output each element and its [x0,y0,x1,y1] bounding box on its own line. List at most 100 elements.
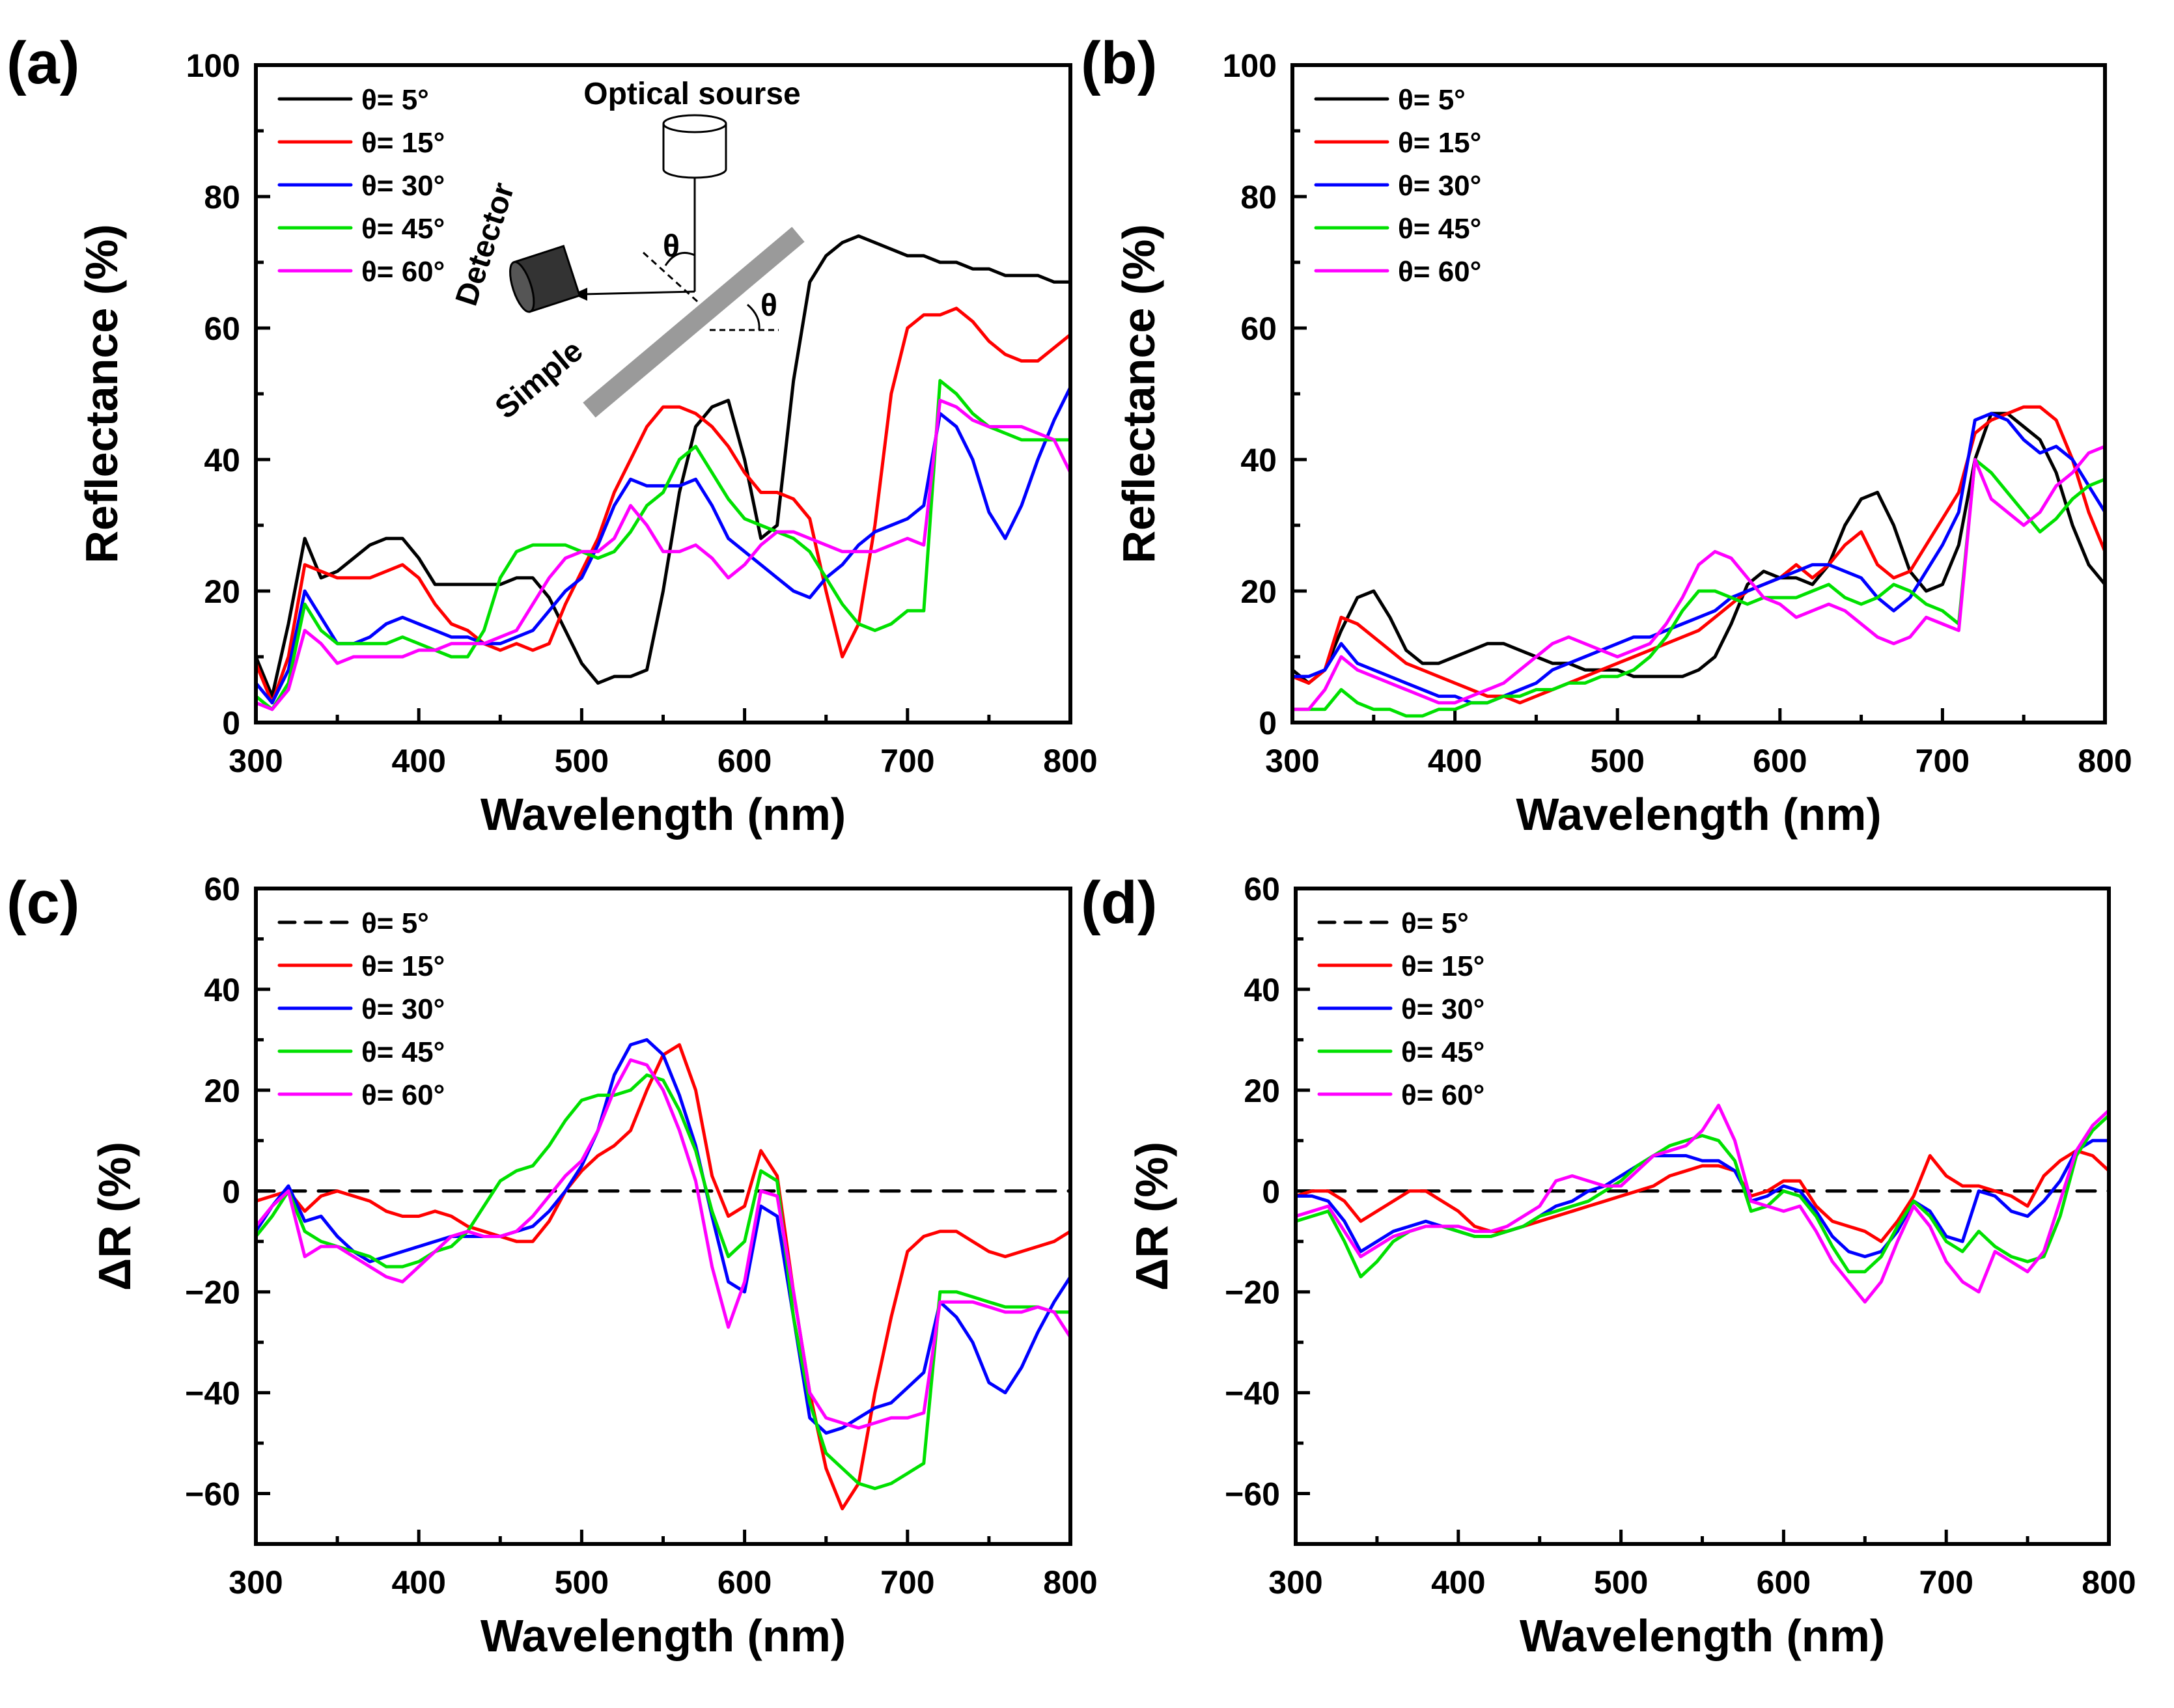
panel-b-x-tick-label: 800 [2078,743,2132,779]
panel-c-y-tick-label: −20 [185,1274,240,1311]
panel-b: (b) 300 400 500 600 700 800 0 20 40 60 80 100 Wavelen… [1081,30,2132,840]
panel-b-x-tick-label: 300 [1265,743,1319,779]
inset-schematic: Optical sourse θ θ Detector Simple [449,77,805,426]
sample-label: Simple [489,333,590,426]
panel-a-x-tick-label: 800 [1043,743,1097,779]
panel-a-y-tick-label: 80 [204,179,240,215]
panel-b-y-tick-label: 0 [1259,705,1277,741]
panel-d-x-tick-label: 400 [1431,1564,1485,1601]
panel-c-y-tick-label: 60 [204,871,240,907]
panel-d-x-tick-label: 500 [1594,1564,1648,1601]
theta-label: θ [760,288,777,323]
panel-a-series-line [256,398,1070,711]
panel-c-x-tick-label: 600 [718,1564,772,1601]
panel-d-y-tick-label: 0 [1262,1174,1280,1210]
panel-c-y-tick-label: 40 [204,972,240,1008]
panel-c-legend-label: θ= 60° [361,1079,445,1111]
panel-c-series-group [256,1038,1070,1511]
panel-d-y-tick-label: −20 [1225,1274,1280,1311]
panel-b-x-tick-label: 500 [1590,743,1644,779]
sample-plate [583,227,805,418]
panel-c-series-line [256,1058,1070,1430]
panel-c-series-line [256,1043,1070,1511]
panel-d-legend-label: θ= 15° [1401,950,1484,982]
panel-c-y-tick-label: 0 [222,1174,240,1210]
panel-d-y-tick-label: 60 [1244,871,1280,907]
panel-d-series-line [1296,1114,2109,1278]
panel-a-x-axis-title: Wavelength (nm) [481,789,846,840]
panel-d-series-line [1296,1103,2109,1304]
angle-arc [747,303,760,331]
detector-label: Detector [449,178,522,310]
panel-b-y-tick-label: 80 [1240,179,1277,215]
panel-b-label: (b) [1081,30,1157,96]
panel-a-series-line [256,234,1070,698]
panel-b-y-tick-label: 100 [1223,48,1277,84]
surface-normal [642,251,699,303]
panel-b-series-line [1292,458,2105,718]
panel-a: (a) 300 400 500 600 700 800 0 20 40 60 80 100 Wavelen… [7,30,1098,840]
panel-a-label: (a) [7,30,79,96]
panel-d-series-group [1296,1103,2109,1304]
panel-a-legend-label: θ= 15° [361,127,445,159]
panel-d-y-tick-label: −40 [1225,1375,1280,1412]
panel-b-y-tick-label: 20 [1240,573,1277,610]
optical-source-icon [662,124,727,179]
panel-c-legend-label: θ= 5° [361,907,429,939]
panel-c: (c) 300 400 500 600 700 800 −60 −40 −20 0 20 40 60 Wav… [7,870,1098,1661]
panel-a-legend-label: θ= 60° [361,256,445,288]
panel-b-y-tick-label: 60 [1240,310,1277,347]
panel-a-series-line [256,307,1070,705]
panel-b-legend-label: θ= 5° [1398,84,1466,116]
panel-a-x-tick-label: 400 [391,743,445,779]
panel-d-x-tick-label: 700 [1919,1564,1973,1601]
panel-c-y-axis-title: ΔR (%) [89,1142,140,1291]
panel-c-series-line [256,1073,1070,1491]
panel-d-y-tick-label: 20 [1244,1073,1280,1109]
panel-d-legend-label: θ= 60° [1401,1079,1484,1111]
panel-b-x-tick-label: 700 [1916,743,1970,779]
panel-a-frame [254,63,1072,724]
panel-a-legend-label: θ= 45° [361,213,445,245]
panel-d-y-tick-label: 40 [1244,972,1280,1008]
panel-a-series-group [256,234,1070,711]
panel-b-series-line [1292,445,2105,711]
panel-d-legend-label: θ= 45° [1401,1036,1484,1068]
panel-a-y-tick-label: 100 [186,48,240,84]
panel-b-legend-label: θ= 30° [1398,170,1481,202]
panel-c-legend-label: θ= 45° [361,1036,445,1068]
panel-a-y-axis-title: Reflectance (%) [76,224,127,563]
panel-a-x-tick-label: 700 [880,743,934,779]
panel-d-legend-label: θ= 5° [1401,907,1469,939]
panel-a-series-line [256,379,1070,711]
panel-d-series-line [1296,1138,2109,1258]
panel-a-y-tick-label: 20 [204,573,240,610]
panel-b-series-group [1292,405,2105,718]
optical-source-top [662,114,727,133]
panel-a-y-tick-label: 0 [222,705,240,741]
reflected-beam [582,290,695,296]
panel-c-x-tick-label: 700 [880,1564,934,1601]
panel-b-y-axis-title: Reflectance (%) [1113,224,1164,563]
panel-b-series-line [1292,411,2105,705]
angle-arc [664,252,695,266]
panel-a-legend-label: θ= 30° [361,170,445,202]
panel-b-legend-label: θ= 15° [1398,127,1481,159]
panel-d: (d) 300 400 500 600 700 800 −60 −40 −20 0 20 40 60 Wav… [1081,870,2136,1661]
panel-d-x-tick-label: 600 [1757,1564,1811,1601]
panel-a-y-tick-label: 60 [204,310,240,347]
panel-c-y-tick-label: −60 [185,1476,240,1513]
panel-b-x-tick-label: 400 [1428,743,1482,779]
panel-a-x-tick-label: 500 [555,743,609,779]
panel-a-x-tick-label: 600 [718,743,772,779]
panel-d-frame [1294,887,2111,1546]
panel-d-x-tick-label: 800 [2082,1564,2136,1601]
panel-b-frame [1290,63,2107,724]
panel-c-x-axis-title: Wavelength (nm) [481,1610,846,1661]
panel-c-y-tick-label: 20 [204,1073,240,1109]
detector-icon [509,245,581,313]
panel-d-x-tick-label: 300 [1268,1564,1322,1601]
panel-b-x-tick-label: 600 [1753,743,1807,779]
panel-c-x-tick-label: 400 [391,1564,445,1601]
